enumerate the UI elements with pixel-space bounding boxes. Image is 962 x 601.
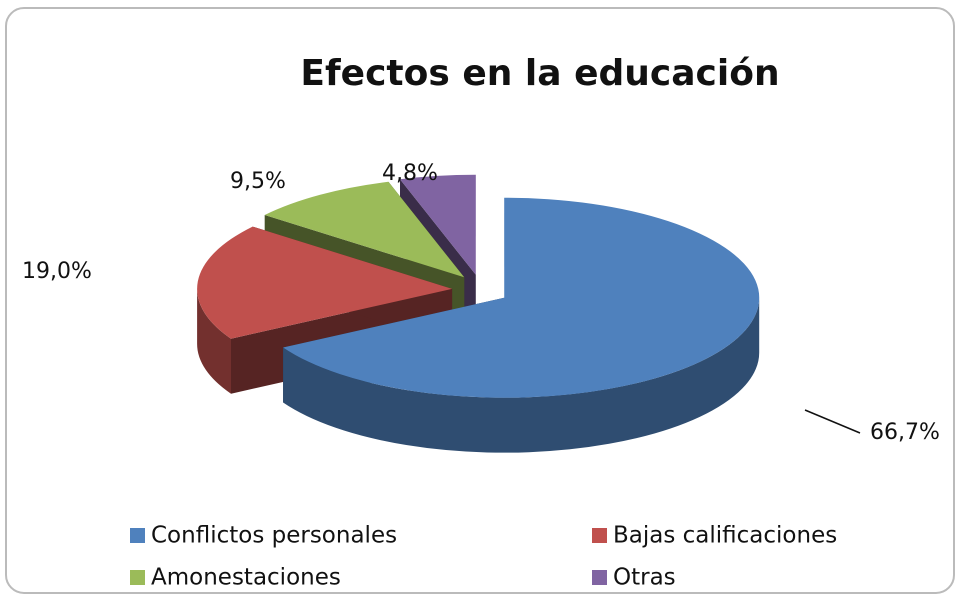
data-label: 19,0% <box>22 259 92 284</box>
slice <box>400 174 476 275</box>
legend-swatch <box>592 528 607 543</box>
data-label: 9,5% <box>230 169 286 194</box>
slice-wall <box>283 297 760 453</box>
chart-title: Efectos en la educación <box>300 53 779 94</box>
legend-swatch <box>592 570 607 585</box>
leader-line <box>804 409 861 434</box>
slice <box>197 226 453 339</box>
slice <box>283 197 760 398</box>
legend-label: Bajas calificaciones <box>613 523 837 549</box>
slice-wall <box>197 288 231 394</box>
legend-swatch <box>130 528 145 543</box>
legend-label: Conflictos personales <box>151 523 397 549</box>
legend-label: Amonestaciones <box>151 565 341 591</box>
slice <box>264 181 465 278</box>
chart-frame <box>5 7 955 594</box>
legend-label: Otras <box>613 565 676 591</box>
data-label: 66,7% <box>870 420 940 445</box>
legend-swatch <box>130 570 145 585</box>
data-label: 4,8% <box>382 161 438 186</box>
